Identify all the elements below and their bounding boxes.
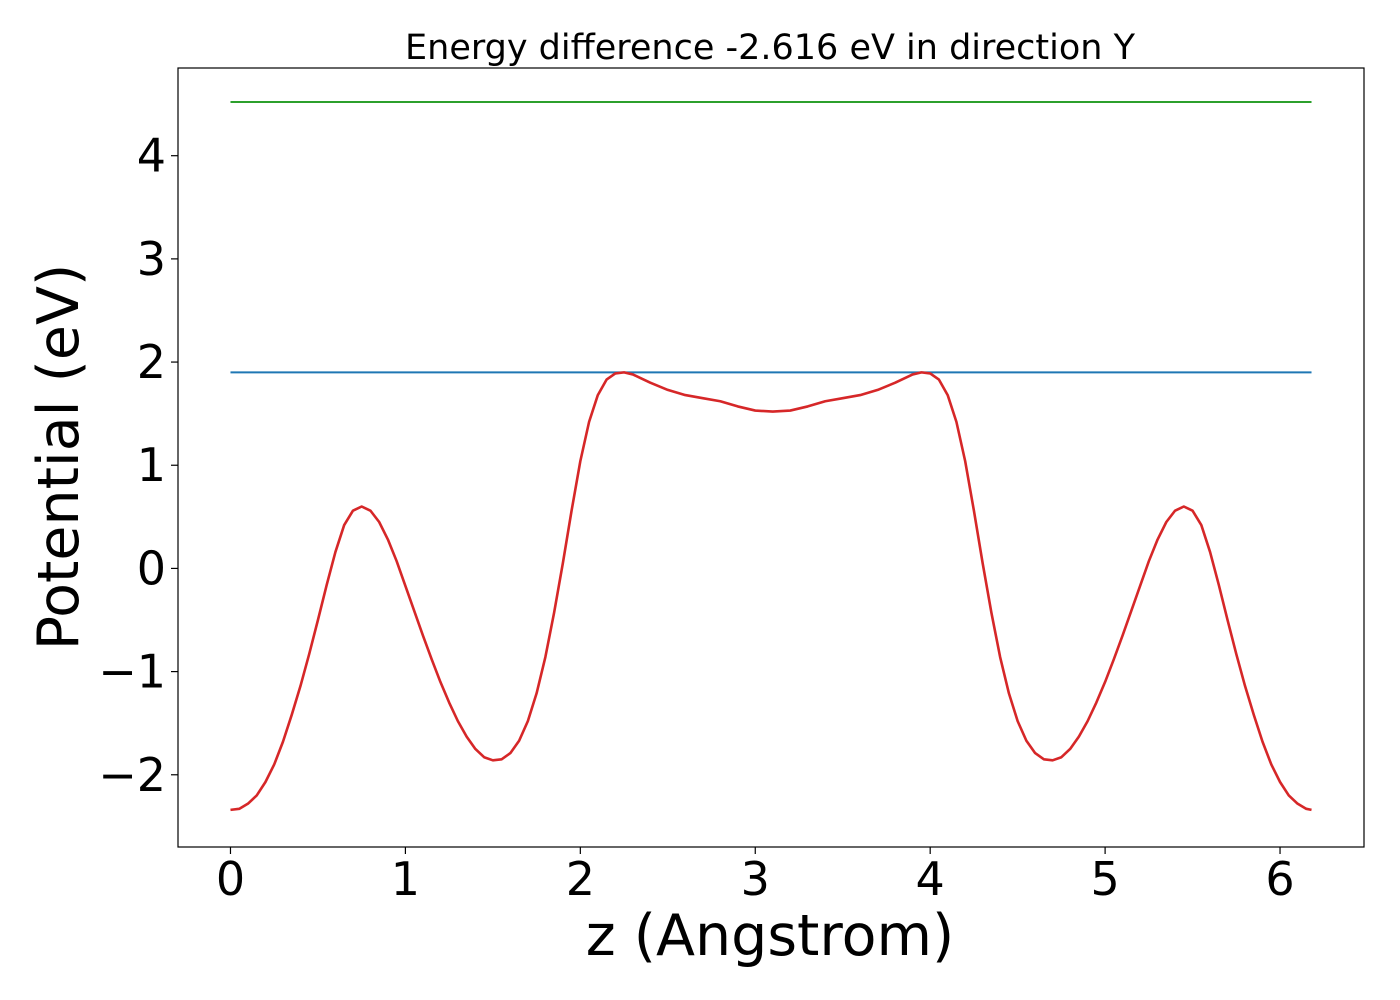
x-tick-label: 5 — [1090, 852, 1119, 906]
plot-area — [177, 67, 1365, 848]
x-tick-label: 4 — [916, 852, 945, 906]
y-tick-label: 0 — [137, 541, 166, 595]
y-tick-label: 2 — [137, 335, 166, 389]
chart-title: Energy difference -2.616 eV in direction… — [405, 28, 1136, 68]
x-axis-label: z (Angstrom) — [586, 903, 954, 969]
x-tick-label: 0 — [216, 852, 245, 906]
y-tick-label: 1 — [137, 438, 166, 492]
y-tick-label: 4 — [137, 129, 166, 183]
y-tick-label: −1 — [98, 645, 166, 699]
y-axis-label: Potential (eV) — [26, 264, 92, 650]
series-layer — [230, 101, 1312, 812]
y-axis: −2 −1 0 1 2 3 4 — [98, 129, 178, 802]
x-axis: 0 1 2 3 4 5 6 — [216, 847, 1295, 906]
y-tick-label: 3 — [137, 232, 166, 286]
x-tick-label: 6 — [1265, 852, 1294, 906]
y-tick-label: −2 — [98, 748, 166, 802]
x-tick-label: 3 — [741, 852, 770, 906]
plot-frame — [177, 67, 1365, 848]
potential-curve — [230, 371, 1312, 812]
x-tick-label: 1 — [391, 852, 420, 906]
x-tick-label: 2 — [566, 852, 595, 906]
